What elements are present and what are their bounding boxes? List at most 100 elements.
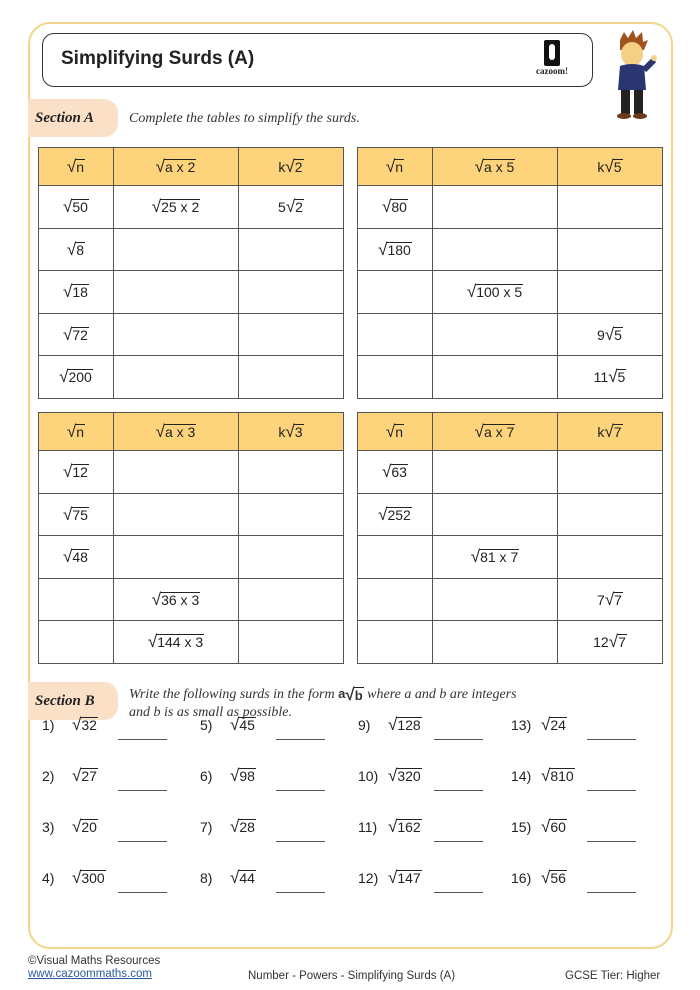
answer-line[interactable] (434, 892, 483, 893)
surd: √ 810 (541, 767, 575, 784)
table-cell[interactable] (432, 185, 558, 229)
table-cell[interactable] (113, 227, 239, 271)
table-cell[interactable] (113, 535, 239, 579)
radical-sign-icon: √ (470, 547, 481, 567)
answer-line[interactable] (118, 739, 167, 740)
table-row: √ 252 (357, 492, 663, 536)
question-number: 16) (511, 870, 532, 886)
table-cell[interactable] (432, 312, 558, 356)
surd: a √ b (338, 685, 364, 703)
radical-sign-icon: √ (285, 197, 296, 217)
answer-line[interactable] (276, 892, 325, 893)
table-row: 9 √ 5 (357, 312, 663, 356)
surd-radicand: a x 7 (482, 424, 516, 440)
table-cell[interactable] (557, 535, 663, 579)
radical-sign-icon: √ (378, 504, 388, 524)
table-cell[interactable] (113, 355, 239, 399)
table-cell[interactable] (557, 492, 663, 536)
surd: √ 60 (541, 818, 567, 835)
table-cell[interactable] (432, 492, 558, 536)
answer-line[interactable] (587, 790, 636, 791)
surd: √ 252 (378, 506, 412, 523)
surd: √ 45 (230, 716, 256, 733)
table-cell[interactable] (238, 227, 344, 271)
table-cell[interactable] (557, 227, 663, 271)
table-header-row: √ n √ a x 3 k √ 3 (38, 412, 344, 451)
table-cell[interactable] (113, 312, 239, 356)
surd-radicand: 60 (549, 819, 567, 835)
surd-coefficient: k (278, 159, 286, 175)
answer-line[interactable] (434, 739, 483, 740)
answer-line[interactable] (587, 841, 636, 842)
table-cell: √ 252 (357, 492, 433, 536)
table-cell[interactable] (113, 270, 239, 314)
surd-radicand: 2 (293, 159, 304, 175)
table-cell[interactable] (238, 355, 344, 399)
answer-line[interactable] (276, 739, 325, 740)
answer-line[interactable] (118, 892, 167, 893)
surd-coefficient: 11 (593, 369, 609, 386)
answer-line[interactable] (434, 841, 483, 842)
answer-line[interactable] (118, 790, 167, 791)
table-cell[interactable] (557, 185, 663, 229)
website-link[interactable]: www.cazoommaths.com (28, 968, 152, 980)
table-cell[interactable] (113, 492, 239, 536)
table-cell[interactable] (238, 312, 344, 356)
table-cell[interactable] (113, 450, 239, 494)
surd-radicand: 45 (238, 717, 256, 733)
table-cell[interactable] (432, 620, 558, 664)
answer-line[interactable] (276, 790, 325, 791)
radical-sign-icon: √ (474, 157, 484, 176)
radical-sign-icon: √ (72, 715, 82, 734)
table-cell[interactable] (238, 577, 344, 621)
surd: √ a x 7 (475, 423, 516, 440)
radical-sign-icon: √ (388, 715, 398, 734)
table-row: √ 200 (38, 355, 344, 399)
table-row: √ 63 (357, 450, 663, 494)
surd: 11 √ 5 (594, 368, 627, 385)
surd-coefficient: k (597, 159, 605, 175)
answer-line[interactable] (118, 841, 167, 842)
table-cell[interactable] (357, 270, 433, 314)
radical-sign-icon: √ (604, 589, 615, 609)
table-cell[interactable] (238, 535, 344, 579)
question: 3) √ 20 (42, 818, 98, 835)
table-cell: √ 200 (38, 355, 114, 399)
table-cell[interactable] (432, 577, 558, 621)
table-cell[interactable] (357, 312, 433, 356)
answer-line[interactable] (587, 892, 636, 893)
radical-sign-icon: √ (72, 868, 82, 887)
question: 8) √ 44 (200, 869, 256, 886)
question: 15) √ 60 (511, 818, 567, 835)
surd: √ 50 (63, 198, 89, 215)
table-cell[interactable] (557, 270, 663, 314)
answer-line[interactable] (587, 739, 636, 740)
table-cell[interactable] (238, 492, 344, 536)
answer-line[interactable] (276, 841, 325, 842)
table-cell: √ 63 (357, 450, 433, 494)
title-box: Simplifying Surds (A) cazoom! (42, 33, 593, 87)
column-header: √ a x 2 (113, 147, 239, 186)
table-cell[interactable] (238, 270, 344, 314)
table-cell[interactable] (432, 355, 558, 399)
table-cell[interactable] (357, 577, 433, 621)
table-cell[interactable] (38, 577, 114, 621)
table-cell[interactable] (38, 620, 114, 664)
table-cell[interactable] (357, 355, 433, 399)
table-cell[interactable] (238, 620, 344, 664)
surd-radicand: 5 (612, 159, 623, 175)
question: 12) √ 147 (358, 869, 422, 886)
radical-sign-icon: √ (155, 157, 165, 176)
table-cell[interactable] (238, 450, 344, 494)
surd-radicand: 100 x 5 (475, 284, 524, 301)
surd-radicand: 36 x 3 (160, 591, 201, 608)
table-cell[interactable] (557, 450, 663, 494)
radical-sign-icon: √ (608, 367, 618, 387)
answer-line[interactable] (434, 790, 483, 791)
table-cell[interactable] (432, 227, 558, 271)
surd-radicand: 24 (549, 717, 567, 733)
table-cell[interactable] (357, 535, 433, 579)
table-cell[interactable] (432, 450, 558, 494)
table-cell[interactable] (357, 620, 433, 664)
surd: k √ 2 (278, 158, 304, 175)
